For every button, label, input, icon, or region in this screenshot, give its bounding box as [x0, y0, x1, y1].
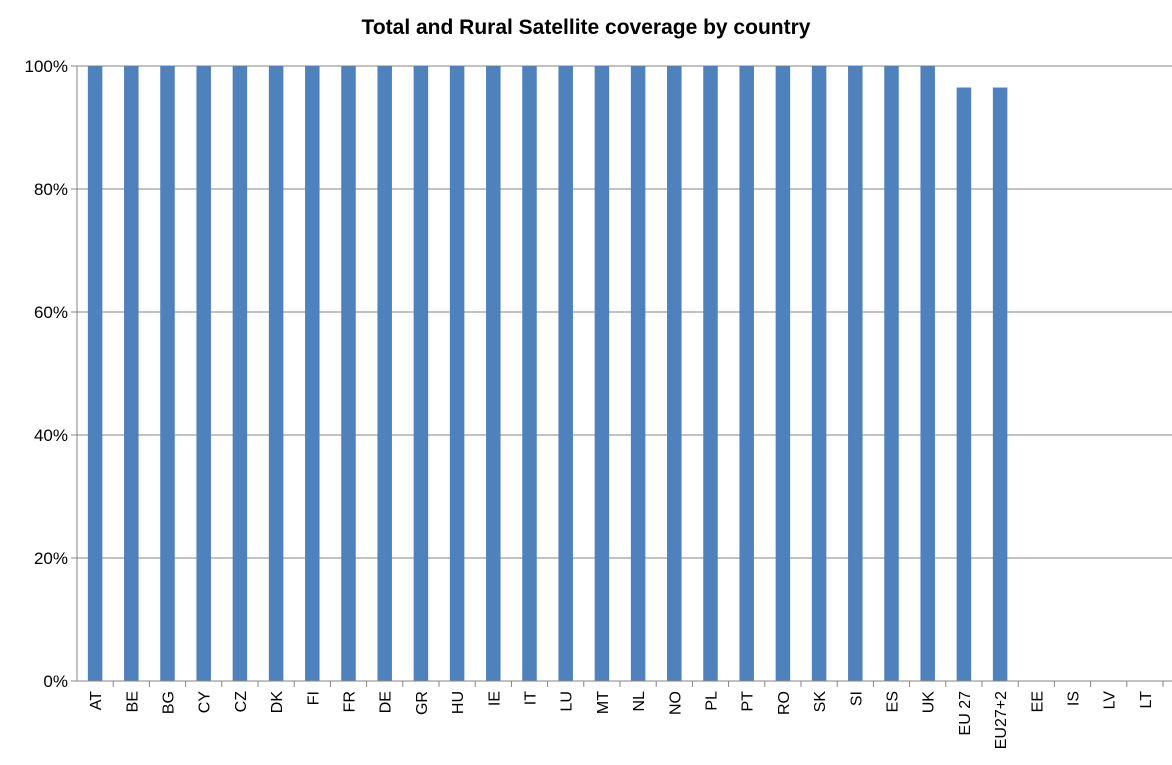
- x-tick-label: DK: [269, 691, 286, 714]
- x-tick-label: PT: [740, 691, 757, 712]
- bar: [775, 66, 791, 681]
- y-tick-label: 80%: [34, 180, 68, 199]
- x-tick-label: HU: [450, 691, 467, 714]
- x-tick-label: MT: [595, 691, 612, 714]
- bar: [884, 66, 899, 681]
- x-tick-label: BG: [161, 691, 178, 714]
- bar: [811, 66, 827, 681]
- x-tick-label: LV: [1102, 691, 1119, 710]
- bar: [594, 66, 610, 681]
- x-tick-label: FI: [305, 691, 322, 705]
- bar: [160, 66, 175, 681]
- x-tick-label: IE: [486, 691, 503, 706]
- bar: [268, 66, 284, 681]
- bar: [703, 66, 718, 681]
- y-tick-label: 40%: [34, 426, 68, 445]
- bar: [413, 66, 429, 681]
- x-tick-label: GR: [414, 691, 431, 715]
- grid-lines: [77, 65, 1172, 559]
- x-tick-label: AT: [88, 691, 105, 710]
- x-tick-label: IT: [523, 691, 540, 705]
- x-tick-label: DE: [378, 691, 395, 713]
- bar: [522, 66, 537, 681]
- bar: [341, 66, 356, 681]
- x-tick-label: ES: [885, 691, 902, 712]
- axes: [71, 65, 1172, 687]
- bar: [377, 66, 392, 681]
- bar: [87, 66, 103, 681]
- bar: [992, 87, 1008, 681]
- y-tick-label: 60%: [34, 303, 68, 322]
- bar: [630, 66, 646, 681]
- chart-title: Total and Rural Satellite coverage by co…: [361, 16, 811, 39]
- x-tick-labels: AT BE BG CY CZ DK FI FR DE GR HU IE IT LU MT NL NO PL PT RO…: [88, 691, 1155, 750]
- x-tick-label: LU: [559, 691, 576, 711]
- x-tick-label: UK: [921, 691, 938, 714]
- bars: [87, 66, 1008, 681]
- x-tick-label: IS: [1066, 691, 1083, 706]
- y-tick-label: 100%: [25, 57, 68, 76]
- bar: [449, 66, 465, 681]
- y-tick-labels: 0% 20% 40% 60% 80% 100%: [25, 57, 68, 691]
- x-tick-label: FR: [342, 691, 359, 712]
- bar: [558, 66, 573, 681]
- y-tick-label: 0%: [43, 672, 68, 691]
- x-tick-label: SK: [812, 691, 829, 713]
- bar: [196, 66, 211, 681]
- x-tick-label: EU 27: [957, 691, 974, 736]
- bar: [956, 87, 972, 681]
- x-tick-label: BE: [124, 691, 141, 712]
- x-tick-label: EE: [1029, 691, 1046, 712]
- x-tick-label: CY: [197, 691, 214, 714]
- bar: [486, 66, 501, 681]
- x-tick-label: PL: [704, 691, 721, 711]
- x-tick-label: NO: [667, 691, 684, 715]
- bar: [124, 66, 139, 681]
- x-tick-label: RO: [776, 691, 793, 715]
- bar: [667, 66, 682, 681]
- y-tick-label: 20%: [34, 549, 68, 568]
- x-tick-label: SI: [848, 691, 865, 706]
- bar: [739, 66, 754, 681]
- bar: [305, 66, 320, 681]
- bar: [848, 66, 863, 681]
- x-tick-label: NL: [631, 691, 648, 712]
- bar: [232, 66, 248, 681]
- x-tick-label: CZ: [233, 691, 250, 713]
- x-tick-label: LT: [1138, 691, 1155, 709]
- x-tick-label: EU27+2: [993, 691, 1010, 749]
- bar: [920, 66, 935, 681]
